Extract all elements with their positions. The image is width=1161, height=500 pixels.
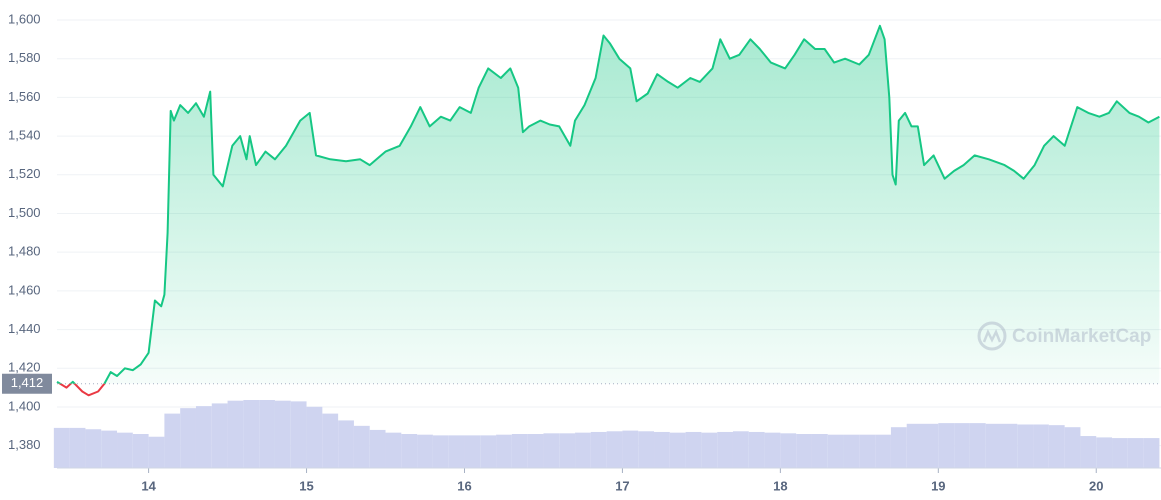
volume-bar [148,436,165,468]
volume-bar [606,431,623,468]
volume-bar [1033,424,1049,468]
y-tick-label: 1,480 [8,244,41,259]
watermark: CoinMarketCap [977,321,1151,351]
volume-bar [1127,438,1144,468]
volume-bar [748,431,765,468]
volume-bar [669,432,686,468]
baseline-badge [2,373,52,394]
volume-bar [732,431,749,468]
volume-bar [464,435,481,468]
volume-bar [322,413,339,468]
x-tick-label: 18 [773,478,787,493]
volume-bar [259,400,275,468]
volume-bar [69,427,86,468]
volume-bar [306,406,323,468]
x-tick-label: 14 [141,478,156,493]
volume-bar [590,431,607,468]
volume-bar [369,429,386,468]
volume-bar [1064,427,1081,468]
watermark-text: CoinMarketCap [1012,326,1151,347]
volume-bar [827,434,844,468]
volume-bar [511,434,528,468]
y-tick-label: 1,600 [8,11,41,26]
volume-bar [954,423,970,468]
volume-bar [717,431,733,468]
volume-bar [527,434,544,468]
price-area [57,25,1160,384]
y-tick-label: 1,420 [8,360,41,375]
volume-bar [1001,423,1018,468]
volume-bar [906,423,923,468]
x-tick-label: 16 [457,478,471,493]
y-tick-label: 1,500 [8,205,41,220]
volume-bar [1143,438,1160,468]
volume-bar [448,435,465,468]
volume-bar [890,427,907,468]
volume-bar [211,403,228,468]
volume-bar [654,431,670,468]
volume-bar [385,432,402,468]
volume-bar [922,423,939,468]
y-tick-label: 1,520 [8,166,41,181]
y-tick-label: 1,560 [8,89,41,104]
volume-bar [117,432,133,468]
volume-bar [969,423,986,468]
volume-bar [338,420,354,468]
x-tick-label: 15 [299,478,313,493]
volume-bar [496,434,512,468]
y-tick-label: 1,400 [8,398,41,413]
volume-bar [859,434,876,468]
volume-bar [432,435,449,468]
volume-bar [938,423,955,468]
volume-bar [1017,424,1034,468]
volume-bar [1112,438,1128,468]
volume-bar [401,434,418,468]
y-tick-label: 1,540 [8,128,41,143]
volume-bar [701,432,718,468]
x-tick-label: 17 [615,478,629,493]
volume-bar [843,434,860,468]
volume-bar [764,432,781,468]
volume-bar [559,433,576,468]
volume-bar [985,423,1002,468]
volume-bar [875,434,891,468]
volume-bar [575,432,591,468]
volume-bar [811,434,828,468]
volume-bar [1096,437,1113,468]
volume-bar [353,425,370,468]
volume-bar [227,400,244,468]
volume-bar [638,431,655,468]
volume-bar [543,433,560,468]
volume-bar [101,430,118,468]
volume-bar [274,400,291,468]
volume-bar [243,400,260,468]
x-tick-label: 19 [931,478,945,493]
volume-bar [1080,436,1097,468]
volume-bar [685,431,702,468]
volume-bar [622,430,639,468]
x-tick-label: 20 [1089,478,1103,493]
volume-bar [85,429,102,468]
volume-bar [796,434,812,468]
baseline-label: 1,412 [11,375,44,390]
y-tick-label: 1,460 [8,282,41,297]
volume-bar [180,408,196,468]
volume-bar [132,434,149,468]
y-tick-label: 1,380 [8,437,41,452]
volume-bar [480,435,497,468]
volume-bar [53,427,70,468]
y-tick-label: 1,440 [8,321,41,336]
volume-bar [417,434,433,468]
volume-bar [290,401,307,468]
y-tick-label: 1,580 [8,50,41,65]
volume-bar [164,413,181,468]
volume-bar [1048,425,1065,468]
price-line [56,24,1160,384]
volume-bar [780,433,797,468]
volume-bar [195,406,212,468]
